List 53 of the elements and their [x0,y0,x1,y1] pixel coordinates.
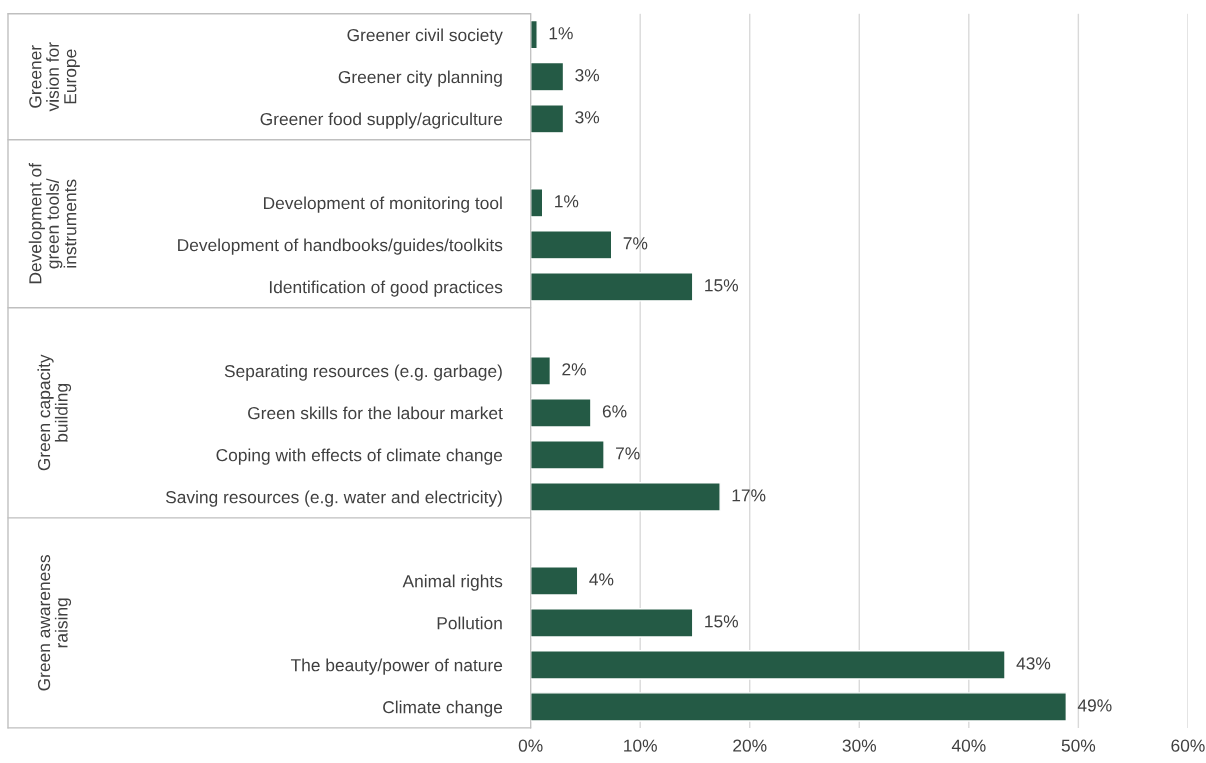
text: Development of green tools/ instruments [28,162,77,284]
bar [530,103,565,134]
y-tick-label: Greener food supply/agriculture [260,112,503,129]
bar [530,398,592,428]
x-tick-label: 50% [1061,739,1096,752]
bar [530,650,1006,680]
data-label: 2% [562,363,586,376]
x-tick-label: 10% [624,739,657,752]
y-tick-label: The beauty/power of nature [290,658,503,675]
y-tick-label: Animal rights [402,574,503,591]
y-tick-label: Separating resources (e.g. garbage) [224,364,502,381]
y-tick-label: Green skills for the labour market [248,406,503,420]
y-tick-label: Greener city planning [338,70,502,87]
data-label: 7% [616,447,640,460]
data-label: 7% [623,237,648,250]
data-label: 1% [549,27,573,40]
data-label: 1% [555,195,579,208]
bar [530,482,721,512]
y-tick-label: Development of monitoring tool [264,196,502,213]
bar [530,19,538,50]
data-label: 17% [732,489,766,502]
x-tick-label: 30% [842,739,877,752]
text: Green capacity building [37,354,72,471]
data-label: 6% [602,405,627,418]
bar [530,230,613,260]
bar [530,440,605,470]
x-tick-label: 0% [518,739,543,752]
bar [530,188,544,218]
x-tick-label: 60% [1171,739,1205,752]
text: Green awareness raising [37,554,72,691]
y-tick-label: Identification of good practices [269,280,503,297]
y-tick-label: Pollution [437,616,502,630]
data-label: 49% [1077,699,1112,712]
bar [530,272,694,302]
y-tick-label: Saving resources (e.g. water and electricity) [165,490,502,507]
y-tick-label: Greener civil society [347,28,503,45]
data-label: 3% [575,111,600,124]
bar [530,61,565,92]
data-label: 3% [575,69,600,82]
text: Greener vision for Europe [29,42,80,112]
bar [530,566,579,596]
y-tick-label: Development of handbooks/guides/toolkits [178,238,503,255]
data-label: 15% [705,615,739,628]
data-label: 15% [705,279,739,292]
data-label: 4% [589,573,614,586]
bar [530,356,552,386]
bar [530,608,694,638]
x-tick-label: 40% [951,739,986,752]
y-tick-label: Climate change [383,700,503,717]
bar [530,692,1068,722]
y-tick-label: Coping with effects of climate change [216,448,503,465]
data-label: 43% [1016,657,1051,670]
x-tick-label: 20% [733,739,767,752]
